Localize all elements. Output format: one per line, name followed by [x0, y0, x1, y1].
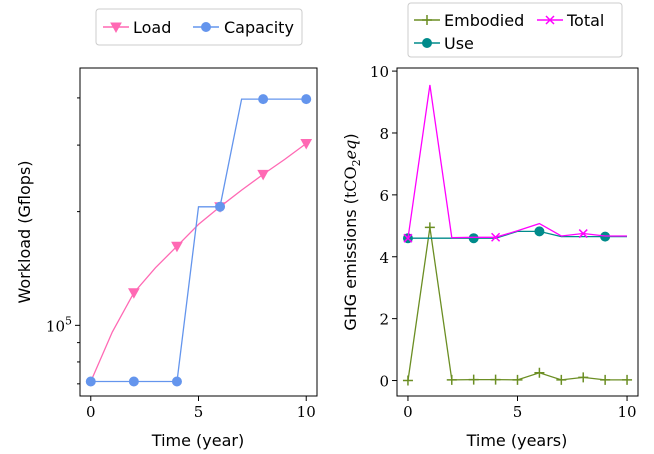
plot-right-data	[402, 84, 633, 386]
plot-right-xtick-label: 5	[513, 403, 523, 421]
plot-right-series-2-point	[403, 233, 413, 243]
legend-right-label-1: Use	[444, 34, 474, 53]
plot-right-series-2-markers	[403, 229, 588, 243]
legend-right-frame	[407, 2, 623, 58]
plot-left-ylabel: Workload (Gflops)	[15, 160, 34, 303]
plot-left-series-1-point	[128, 376, 139, 387]
lm0-shape	[110, 22, 122, 34]
plot-right-ylabel-sub: 2	[350, 159, 363, 166]
plot-right-series-0-point	[402, 375, 413, 386]
plot-left-series-1-point	[215, 201, 226, 212]
plot-left-series-1-point	[85, 376, 96, 387]
plot-right-series-0-point	[446, 374, 457, 385]
plot-left-xtick-label: 5	[194, 403, 204, 421]
plot-right-xtick-label: 0	[403, 403, 413, 421]
plot-right-series-2-point	[491, 232, 501, 242]
rm0-shape	[422, 15, 432, 25]
plot-left-ytick-label: 105	[46, 314, 72, 335]
plot-right-series-0-line	[407, 227, 627, 381]
legend-left-marker-1	[201, 22, 211, 32]
plot-right-series-0-point	[578, 372, 589, 383]
plot-left-series-0-point	[171, 241, 183, 253]
plot-right-ylabel-text: GHG emissions (	[341, 198, 360, 331]
plot-right-series-0-markers	[402, 222, 633, 386]
plot-left: 0 5 10 105 Time (year) Workload (Gflops)	[15, 67, 318, 450]
plot-left-xlabel: Time (year)	[151, 431, 244, 450]
rm2-shape	[545, 15, 555, 25]
legend-right: Embodied Use Total	[407, 2, 623, 58]
plot-right-series-0-point	[534, 367, 545, 378]
plot-left-series-0-markers	[128, 138, 313, 299]
plot-right-series-0-point	[556, 374, 567, 385]
plot-right-series-0-point	[600, 374, 611, 385]
plot-right-ytick-label: 2	[379, 311, 389, 329]
plot-right-series-0-point	[512, 374, 523, 385]
plot-left-series-1-line	[90, 98, 307, 383]
rm1-shape	[422, 38, 432, 48]
legend-right-marker-1	[422, 38, 432, 48]
plot-left-xtick-label: 0	[86, 403, 96, 421]
legend-right-marker-0	[422, 15, 432, 25]
legend-left-label-1: Capacity	[224, 18, 294, 37]
plot-right-series-1-point	[534, 226, 545, 237]
plot-right-series-0-point	[490, 374, 501, 385]
plot-right-ytick-label: 8	[379, 125, 389, 143]
plot-right-series-0-point	[622, 374, 633, 385]
plot-left-data	[85, 94, 313, 387]
legend-left: Load Capacity	[95, 8, 303, 46]
legend-right-label-2: Total	[566, 11, 604, 30]
plot-left-series-0-point	[257, 169, 269, 181]
plot-right-ticks: 0 5 10 0 2 4 6 8 10	[370, 63, 637, 421]
plot-right-ytick-label: 0	[379, 373, 389, 391]
plot-right-ytick-label: 6	[379, 187, 389, 205]
plot-left-series-0-point	[300, 138, 313, 150]
plot-left-xtick-label: 10	[297, 403, 316, 421]
plot-right-series-0-point	[424, 222, 435, 233]
plot-right-ylabel: GHG emissions (tCO2eq)	[341, 133, 363, 330]
plot-right-ylabel-math2: eq	[341, 140, 360, 160]
plot-right-series-1-point	[468, 233, 479, 244]
plot-left-frame	[79, 67, 318, 397]
plot-right: 0 5 10 0 2 4 6 8 10 Time (years) GHG emissions (…	[341, 63, 639, 450]
plot-left-series-1-point	[171, 376, 182, 387]
plot-right-ytick-label: 10	[370, 63, 389, 81]
plot-right-xlabel: Time (years)	[466, 431, 568, 450]
legend-right-marker-2	[545, 15, 555, 25]
plot-right-ylabel-math: tCO	[341, 166, 360, 198]
plot-right-xtick-label: 10	[617, 403, 636, 421]
plot-left-series-1-point	[258, 94, 269, 105]
lm1-shape	[201, 22, 211, 32]
plot-left-series-1-markers	[85, 94, 312, 387]
legend-left-marker-0	[110, 22, 122, 34]
plot-right-series-2-line	[407, 84, 627, 239]
legend-left-label-0: Load	[133, 18, 171, 37]
plot-right-ylabel-close: )	[341, 133, 360, 139]
plot-left-series-0-line	[90, 142, 307, 382]
plot-left-series-1-point	[301, 94, 312, 105]
plot-right-series-2-point	[578, 229, 588, 239]
plot-right-ytick-label: 4	[379, 249, 389, 267]
legend-right-label-0: Embodied	[444, 11, 524, 30]
plot-left-series-0-point	[128, 288, 140, 299]
plot-left-ticks: 0 5 10 105	[46, 97, 316, 421]
plot-right-series-0-point	[468, 374, 479, 385]
